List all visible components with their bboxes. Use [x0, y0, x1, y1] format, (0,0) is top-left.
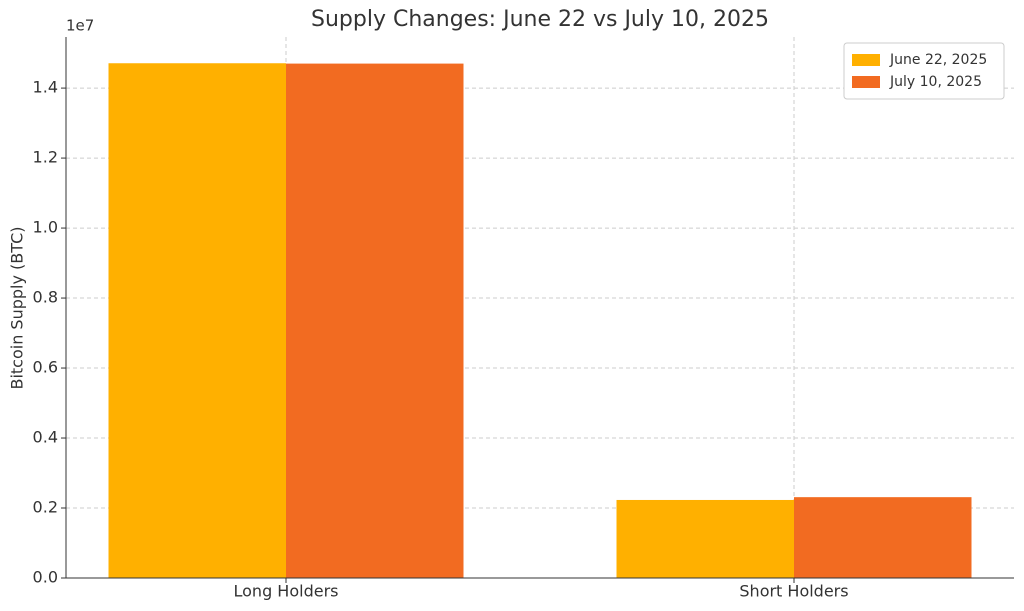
- y-tick-label: 0.0: [33, 568, 58, 587]
- bar: [616, 499, 794, 578]
- legend-box: [843, 42, 1005, 100]
- x-tick-label: Long Holders: [234, 582, 339, 601]
- y-tick-label: 0.6: [33, 358, 58, 377]
- x-tick-label: Short Holders: [739, 582, 848, 601]
- y-tick-label: 0.2: [33, 498, 58, 517]
- y-offset-label: 1e7: [66, 17, 94, 35]
- y-axis-label: Bitcoin Supply (BTC): [8, 226, 27, 389]
- y-tick-label: 1.4: [33, 78, 58, 97]
- bar: [108, 63, 286, 579]
- legend-swatch: [852, 76, 880, 88]
- bar: [286, 63, 464, 578]
- legend-label: June 22, 2025: [889, 52, 987, 68]
- y-tick-label: 1.0: [33, 218, 58, 237]
- chart-title: Supply Changes: June 22 vs July 10, 2025: [311, 7, 769, 32]
- y-tick-label: 0.4: [33, 428, 58, 447]
- legend-swatch: [852, 54, 880, 66]
- y-tick-label: 1.2: [33, 148, 58, 167]
- legend-label: July 10, 2025: [889, 74, 982, 90]
- y-tick-label: 0.8: [33, 288, 58, 307]
- bar: [794, 497, 972, 578]
